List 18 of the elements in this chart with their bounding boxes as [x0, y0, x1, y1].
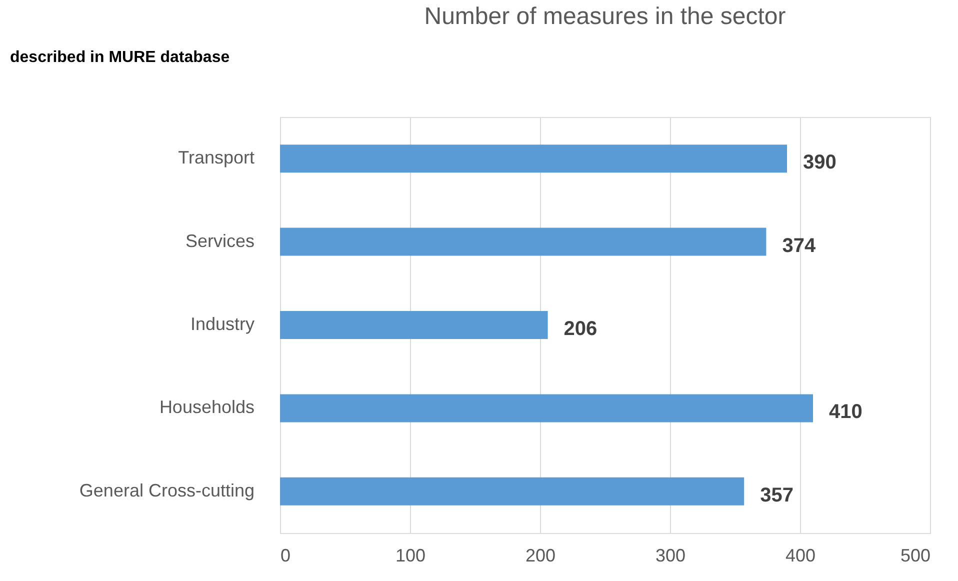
data-label: 206: [564, 318, 598, 340]
data-label: 357: [760, 484, 794, 506]
y-tick-label: Households: [159, 397, 254, 418]
data-label: 390: [803, 152, 836, 174]
x-tick-label: 300: [655, 546, 686, 566]
y-tick-label: Industry: [190, 314, 254, 334]
data-label: 374: [782, 234, 816, 257]
y-tick-label: Transport: [178, 148, 254, 168]
x-tick-label: 400: [785, 546, 816, 566]
x-tick-label: 500: [900, 546, 930, 566]
x-tick-label: 200: [525, 546, 556, 566]
x-tick-label: 100: [395, 546, 426, 566]
chart-title: Number of measures in the sector: [424, 3, 786, 30]
data-label: 410: [829, 401, 862, 424]
y-tick-label: General Cross-cutting: [79, 480, 254, 500]
text: described in MURE database: [10, 49, 230, 66]
y-tick-label: Services: [185, 230, 254, 251]
x-tick-label: 0: [280, 546, 291, 566]
